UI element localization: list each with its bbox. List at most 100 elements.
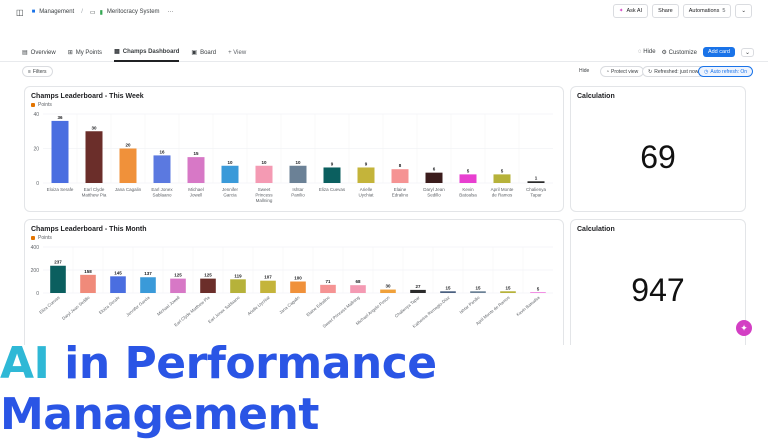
automations-button[interactable]: Automations 5 (682, 4, 732, 18)
app-window: ◫ ■ Management / ▭ ▮ Meritocracy System … (0, 4, 768, 345)
filter-bar: ≡ Filters Hide ◔ Protect view ↻ Refreshed: … (0, 64, 768, 80)
tab-board[interactable]: ▣ Board (191, 49, 217, 57)
board-icon: ▣ (191, 50, 198, 56)
bar[interactable] (230, 279, 246, 293)
bar-value-label: 9 (331, 161, 334, 166)
bar-value-label: 10 (295, 160, 301, 165)
sidebar-toggle-icon[interactable]: ◫ (16, 7, 24, 17)
bar[interactable] (323, 167, 341, 183)
bar[interactable] (80, 274, 96, 293)
bar[interactable] (51, 120, 69, 183)
x-tick-label: Jennifer Garcia (125, 295, 151, 318)
legend-swatch (31, 103, 35, 107)
x-tick-label: Sweet Princess Mallning (255, 187, 273, 203)
bar[interactable] (50, 265, 66, 293)
x-tick-label: Ishtar Panilio (291, 187, 305, 198)
bar[interactable] (459, 174, 477, 183)
overview-icon: ▤ (22, 50, 28, 56)
bar-value-label: 1 (535, 175, 538, 180)
bar-value-label: 68 (355, 279, 361, 284)
x-tick-label: Ishtar Panilio (458, 295, 481, 315)
breadcrumb-separator: / (81, 9, 83, 15)
add-card-button[interactable]: Add card (702, 47, 735, 57)
add-view-button[interactable]: + View (228, 49, 247, 56)
x-tick-label: Earl Clyde Matthew Pia (82, 187, 107, 198)
week-bar-chart: 0 20 40 36 Eloiza Serafe 30 Earl Clyde Matthew … (33, 112, 553, 203)
bar[interactable] (170, 278, 186, 293)
bar[interactable] (530, 292, 546, 293)
share-button[interactable]: Share (652, 4, 679, 18)
hide-filter-button[interactable]: Hide (579, 68, 590, 74)
bar-value-label: 30 (91, 125, 97, 130)
bar[interactable] (140, 277, 156, 293)
bar[interactable] (357, 167, 375, 183)
y-tick-label: 200 (31, 268, 40, 274)
filters-button[interactable]: ≡ Filters (22, 66, 53, 77)
banner-title: AI in Performance Management (0, 338, 768, 440)
x-tick-label: Elaine Edralino (305, 295, 331, 318)
month-card-title: Champs Leaderboard - This Month (31, 226, 147, 233)
bar[interactable] (85, 131, 103, 183)
week-card-title: Champs Leaderboard - This Week (31, 93, 144, 100)
month-calculation-title: Calculation (577, 226, 615, 233)
x-tick-label: April Monte de Ramos (491, 187, 514, 198)
bar[interactable] (527, 181, 545, 183)
bar[interactable] (200, 278, 216, 293)
bar[interactable] (500, 291, 516, 293)
bar[interactable] (260, 280, 276, 293)
bar[interactable] (391, 169, 409, 183)
bar[interactable] (440, 291, 456, 293)
x-tick-label: Eloiza Serafe (98, 295, 121, 316)
auto-refresh-toggle[interactable]: ◷ Auto refresh: On (698, 66, 754, 77)
y-tick-label: 20 (33, 147, 39, 153)
more-icon[interactable]: ··· (167, 9, 174, 15)
bar[interactable] (289, 165, 307, 183)
gear-icon: ⚙ (661, 49, 667, 56)
bar[interactable] (153, 155, 171, 183)
tab-champs-dashboard[interactable]: ▦ Champs Dashboard (114, 44, 180, 62)
x-tick-label: Kevin Batoalsa (459, 187, 477, 198)
x-tick-label: Chalienya Tapar (526, 187, 547, 198)
x-tick-label: Daryl Jean Sedillo (423, 187, 445, 198)
automations-count: 5 (722, 8, 726, 14)
bar[interactable] (380, 289, 396, 293)
filter-icon: ≡ (28, 68, 31, 75)
bar[interactable] (425, 172, 443, 183)
bar[interactable] (350, 285, 366, 293)
x-tick-label: Michael Angelo Poson (355, 295, 391, 327)
bar[interactable] (119, 148, 137, 184)
refresh-button[interactable]: ↻ Refreshed: just now (642, 66, 705, 77)
chevron-down-icon[interactable]: ⌄ (735, 4, 752, 18)
ai-assistant-button[interactable]: ✦ (736, 320, 752, 336)
bar[interactable] (290, 281, 306, 294)
bar[interactable] (320, 284, 336, 293)
bar-value-label: 6 (433, 167, 436, 172)
tab-my-points[interactable]: ⊞ My Points (67, 49, 103, 57)
x-tick-label: Eliza Cuevas (319, 187, 346, 192)
bar-value-label: 5 (537, 286, 540, 291)
bar[interactable] (470, 291, 486, 293)
space-icon: ■ (31, 9, 36, 15)
breadcrumb-page[interactable]: Meritocracy System (106, 9, 160, 15)
bar-value-label: 30 (385, 284, 391, 289)
ask-ai-button[interactable]: ✦ Ask AI (612, 4, 649, 18)
bar-value-label: 10 (227, 160, 233, 165)
customize-button[interactable]: ⚙ Customize (661, 49, 697, 56)
bar[interactable] (221, 165, 239, 183)
bar-value-label: 15 (505, 285, 511, 290)
bar[interactable] (493, 174, 511, 183)
x-tick-label: Chalienya Tapar (394, 295, 421, 319)
hide-button[interactable]: ◌ Hide (637, 49, 656, 55)
bar[interactable] (255, 165, 273, 183)
x-tick-label: Jennifer Garcia (222, 187, 239, 198)
bar-value-label: 36 (57, 115, 63, 120)
bar[interactable] (410, 289, 426, 293)
collapse-icon[interactable]: ⌄ (740, 47, 754, 57)
y-tick-label: 40 (33, 112, 39, 118)
tab-overview[interactable]: ▤ Overview (22, 49, 56, 57)
bar[interactable] (187, 157, 205, 183)
bar-value-label: 125 (204, 273, 212, 278)
bar[interactable] (110, 276, 126, 293)
breadcrumb-space[interactable]: Management (39, 9, 75, 15)
protect-view-button[interactable]: ◔ Protect view (600, 66, 645, 77)
